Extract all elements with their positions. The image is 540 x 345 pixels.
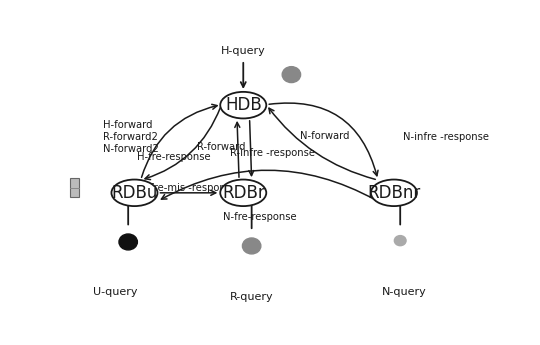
Ellipse shape xyxy=(394,236,406,246)
Ellipse shape xyxy=(220,92,266,118)
Text: H-fre-response: H-fre-response xyxy=(137,152,211,162)
Ellipse shape xyxy=(111,179,158,206)
Text: H-forward
R-forward2
N-forward2: H-forward R-forward2 N-forward2 xyxy=(103,120,159,154)
Text: N-infre -response: N-infre -response xyxy=(403,132,489,142)
Text: R-infre -response: R-infre -response xyxy=(230,148,315,158)
Text: HDB: HDB xyxy=(225,96,262,114)
Text: RDBnr: RDBnr xyxy=(367,184,421,202)
Text: R-forward: R-forward xyxy=(197,142,245,152)
Ellipse shape xyxy=(220,179,266,206)
Ellipse shape xyxy=(282,67,301,82)
Ellipse shape xyxy=(371,179,417,206)
FancyBboxPatch shape xyxy=(70,178,79,197)
Text: U-query: U-query xyxy=(93,287,138,297)
Text: R-fre-mis -response: R-fre-mis -response xyxy=(140,183,238,193)
Text: RDBu: RDBu xyxy=(111,184,158,202)
Text: N-fre-response: N-fre-response xyxy=(223,212,297,222)
Text: R-query: R-query xyxy=(230,292,273,302)
Ellipse shape xyxy=(242,238,261,254)
Text: N-forward: N-forward xyxy=(300,131,349,141)
Text: RDBr: RDBr xyxy=(222,184,265,202)
Ellipse shape xyxy=(119,234,137,250)
Text: N-query: N-query xyxy=(382,287,427,297)
Text: H-query: H-query xyxy=(221,46,266,56)
